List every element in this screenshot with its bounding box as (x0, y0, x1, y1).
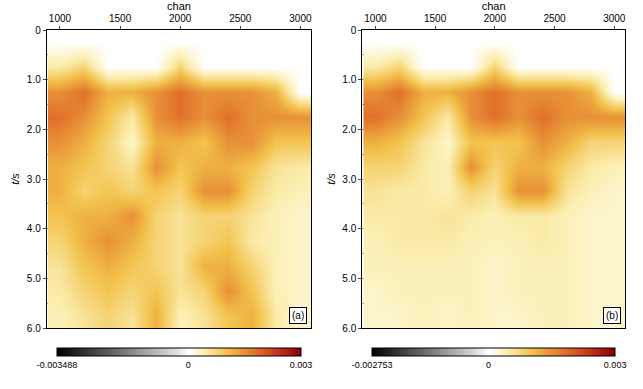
svg-text:chan: chan (482, 0, 506, 12)
svg-text:0.003: 0.003 (290, 360, 313, 370)
svg-text:0: 0 (351, 25, 357, 36)
svg-text:2000: 2000 (169, 13, 192, 24)
svg-text:3000: 3000 (603, 13, 626, 24)
svg-text:2.0: 2.0 (342, 124, 356, 135)
svg-text:4.0: 4.0 (342, 223, 356, 234)
svg-text:6.0: 6.0 (27, 323, 41, 334)
svg-text:3.0: 3.0 (342, 174, 356, 185)
svg-text:2500: 2500 (229, 13, 252, 24)
svg-text:-0.002753: -0.002753 (352, 360, 393, 370)
svg-text:chan: chan (167, 0, 191, 12)
svg-text:5.0: 5.0 (342, 273, 356, 284)
svg-text:-0.003488: -0.003488 (37, 360, 78, 370)
svg-text:5.0: 5.0 (27, 273, 41, 284)
svg-text:2.0: 2.0 (27, 124, 41, 135)
svg-text:1000: 1000 (49, 13, 72, 24)
svg-text:1000: 1000 (364, 13, 387, 24)
svg-text:6.0: 6.0 (342, 323, 356, 334)
svg-text:2000: 2000 (484, 13, 507, 24)
svg-text:1.0: 1.0 (27, 74, 41, 85)
svg-text:0: 0 (186, 360, 191, 370)
svg-text:2500: 2500 (543, 13, 566, 24)
svg-text:0: 0 (35, 25, 41, 36)
svg-text:3.0: 3.0 (27, 174, 41, 185)
svg-text:1.0: 1.0 (342, 74, 356, 85)
svg-text:1500: 1500 (424, 13, 447, 24)
svg-text:t/s: t/s (325, 173, 337, 185)
svg-text:(b): (b) (606, 310, 618, 321)
svg-text:4.0: 4.0 (27, 223, 41, 234)
svg-text:t/s: t/s (9, 173, 21, 185)
svg-text:0: 0 (486, 360, 491, 370)
svg-text:0.003: 0.003 (604, 360, 627, 370)
svg-text:(a): (a) (292, 310, 304, 321)
svg-text:1500: 1500 (109, 13, 132, 24)
svg-text:3000: 3000 (289, 13, 312, 24)
